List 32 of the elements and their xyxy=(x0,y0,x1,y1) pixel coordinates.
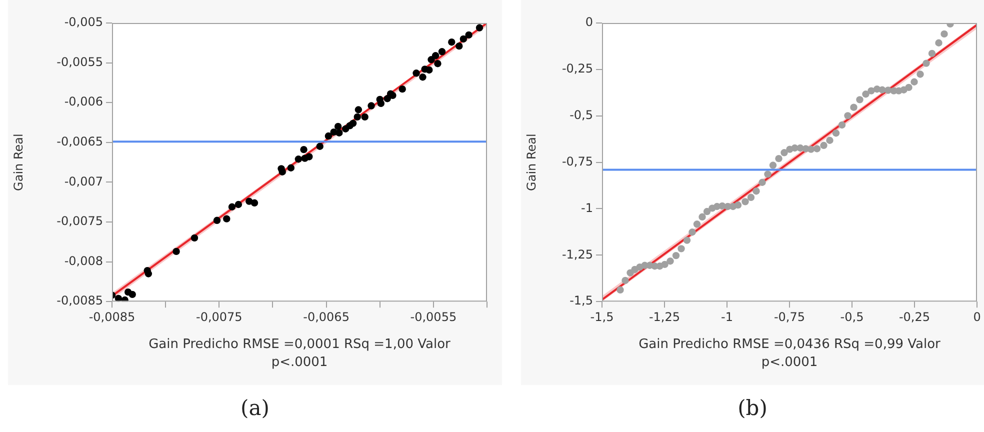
y-tick-label: -0,0085 xyxy=(56,294,103,308)
y-axis-title: Gain Real xyxy=(524,134,538,191)
y-tick-label: -0,0055 xyxy=(56,54,103,69)
x-tick-label: -0,25 xyxy=(898,310,930,324)
x-tick-label: -1 xyxy=(721,310,733,324)
x-tick-label: -0,5 xyxy=(840,310,864,324)
x-tick-label: -0,0085 xyxy=(88,310,136,324)
y-tick-label: -1,25 xyxy=(562,247,593,262)
x-axis-title: Gain Predicho RMSE =0,0001 RSq =1,00 Valor p<.0001 xyxy=(148,336,452,372)
y-tick-label: -1 xyxy=(581,200,593,215)
x-tick-label: -0,0065 xyxy=(303,310,350,324)
text: (b) xyxy=(736,396,768,420)
text: (a) xyxy=(240,396,270,420)
y-tick-label: -0,25 xyxy=(562,62,593,76)
y-tick-label: -0,0075 xyxy=(56,214,103,228)
y-tick-label: -0,5 xyxy=(570,108,593,122)
x-tick-label: -0,75 xyxy=(774,310,806,324)
x-tick-label: -0,0055 xyxy=(410,310,457,324)
y-tick-label: -0,007 xyxy=(64,174,103,188)
y-tick-label: 0 xyxy=(585,15,593,30)
y-tick-label: -0,006 xyxy=(64,94,103,109)
y-tick-label: -1,5 xyxy=(570,294,593,308)
y-tick-label: -0,75 xyxy=(562,154,593,168)
x-axis-title: Gain Predicho RMSE =0,0436 RSq =0,99 Valor p<.0001 xyxy=(638,336,942,372)
y-tick-label: -0,008 xyxy=(64,254,103,268)
x-tick-label: -1,5 xyxy=(590,310,614,324)
x-tick-label: -1,25 xyxy=(648,310,680,324)
y-tick-label: -0,005 xyxy=(64,15,103,30)
x-tick-label: 0 xyxy=(973,310,981,324)
x-tick-label: -0,0075 xyxy=(196,310,242,324)
y-axis-title: Gain Real xyxy=(11,134,26,191)
y-tick-label: -0,0065 xyxy=(56,134,103,149)
